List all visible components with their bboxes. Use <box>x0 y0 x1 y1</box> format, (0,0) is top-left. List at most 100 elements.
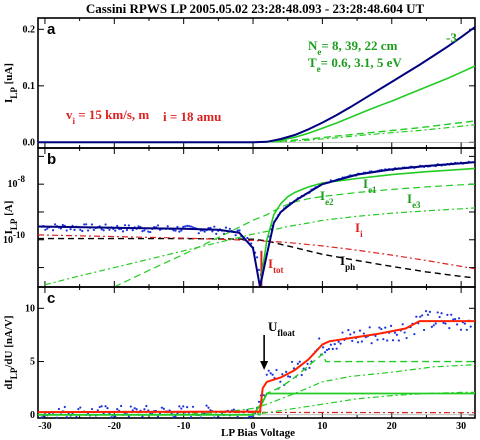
data-point <box>469 325 472 328</box>
data-point <box>419 315 422 318</box>
data-point <box>347 328 350 332</box>
data-point <box>133 407 136 410</box>
data-point <box>178 405 181 408</box>
data-point <box>384 326 387 329</box>
data-point <box>127 415 130 418</box>
data-point <box>331 347 334 351</box>
series-e1 <box>38 352 475 416</box>
temperature-annotation: Te= 0.6, 3.1, 5 eV <box>308 55 402 74</box>
data-point <box>228 227 231 230</box>
data-point <box>432 324 435 327</box>
data-point <box>166 225 169 228</box>
data-point <box>182 225 185 229</box>
data-point <box>415 315 418 318</box>
data-point <box>236 415 239 418</box>
data-point <box>448 327 451 330</box>
data-point <box>424 310 428 313</box>
y-tick-label: 10-8 <box>8 174 26 190</box>
data-point <box>141 230 144 233</box>
series-e2 <box>37 364 476 416</box>
x-tick-label: 30 <box>456 421 466 432</box>
data-point <box>121 230 125 233</box>
panel-a: 0.0 0.1 0.2 ILP [uA] a Ne= 8, 39, 22 cm -3 Te= … <box>3 17 476 149</box>
data-point <box>215 232 218 235</box>
data-point <box>191 226 195 229</box>
data-point <box>401 323 404 326</box>
data-point <box>90 407 94 411</box>
data-point <box>438 315 441 319</box>
data-point <box>454 318 457 321</box>
x-axis-label: LP Bias Voltage <box>221 427 295 439</box>
data-point <box>248 415 251 418</box>
data-point <box>421 314 424 317</box>
data-point <box>203 230 206 233</box>
data-point <box>327 347 331 351</box>
data-point <box>145 404 148 408</box>
data-point <box>376 338 379 341</box>
data-point <box>308 366 311 369</box>
data-point <box>156 415 160 418</box>
series-i-tot <box>38 26 476 144</box>
data-point <box>440 312 443 315</box>
data-point <box>63 405 66 409</box>
data-point <box>456 323 459 326</box>
data-point <box>430 325 433 328</box>
data-point <box>189 225 193 228</box>
data-point <box>444 322 447 325</box>
density-annotation-unit-exp: -3 <box>446 30 457 45</box>
y-tick-label: 5 <box>30 357 35 368</box>
data-point <box>143 408 146 411</box>
ufloat-label: Ufloat <box>268 319 295 338</box>
data-point <box>116 407 119 411</box>
data-point <box>162 407 165 410</box>
data-point <box>184 225 187 228</box>
chart-title: Cassini RPWS LP 2005.05.02 23:28:48.093 … <box>86 1 425 16</box>
data-point <box>339 342 342 345</box>
data-point <box>46 227 49 230</box>
data-point <box>391 339 395 342</box>
data-point <box>114 229 117 232</box>
data-point <box>106 407 109 410</box>
data-point <box>52 229 55 232</box>
data-point <box>341 331 344 334</box>
data-point <box>119 404 123 408</box>
data-point <box>207 406 210 409</box>
data-point <box>257 268 261 271</box>
data-point <box>244 416 247 420</box>
data-point <box>156 224 160 227</box>
x-tick-label: 0 <box>251 421 256 432</box>
data-point <box>81 229 84 233</box>
series-i-e1 <box>38 65 476 144</box>
data-point <box>426 313 430 316</box>
data-point <box>189 415 193 419</box>
ion-mass-annotation: i = 18 amu <box>163 109 221 124</box>
data-point <box>393 331 397 334</box>
data-point <box>102 229 105 232</box>
data-point <box>356 341 360 344</box>
data-point <box>224 226 228 229</box>
data-point <box>333 343 336 346</box>
data-point <box>65 416 68 419</box>
data-point <box>129 405 132 408</box>
data-point <box>147 230 150 233</box>
data-point <box>306 362 309 365</box>
label-ii: Ii <box>355 220 363 239</box>
data-point <box>403 331 406 334</box>
data-point <box>211 230 214 233</box>
panels-group: 0.0 0.1 0.2 ILP [uA] a Ne= 8, 39, 22 cm -3 Te= … <box>3 17 476 432</box>
data-point <box>362 332 365 335</box>
data-point <box>123 224 127 227</box>
data-point <box>395 333 398 336</box>
data-point <box>59 227 62 230</box>
data-point <box>442 321 445 325</box>
data-point <box>213 416 216 419</box>
data-point <box>422 328 426 332</box>
data-point <box>143 229 146 232</box>
data-point <box>236 229 239 232</box>
data-point <box>446 313 449 316</box>
data-point <box>75 415 78 418</box>
data-point <box>267 369 270 372</box>
data-point <box>321 346 325 349</box>
